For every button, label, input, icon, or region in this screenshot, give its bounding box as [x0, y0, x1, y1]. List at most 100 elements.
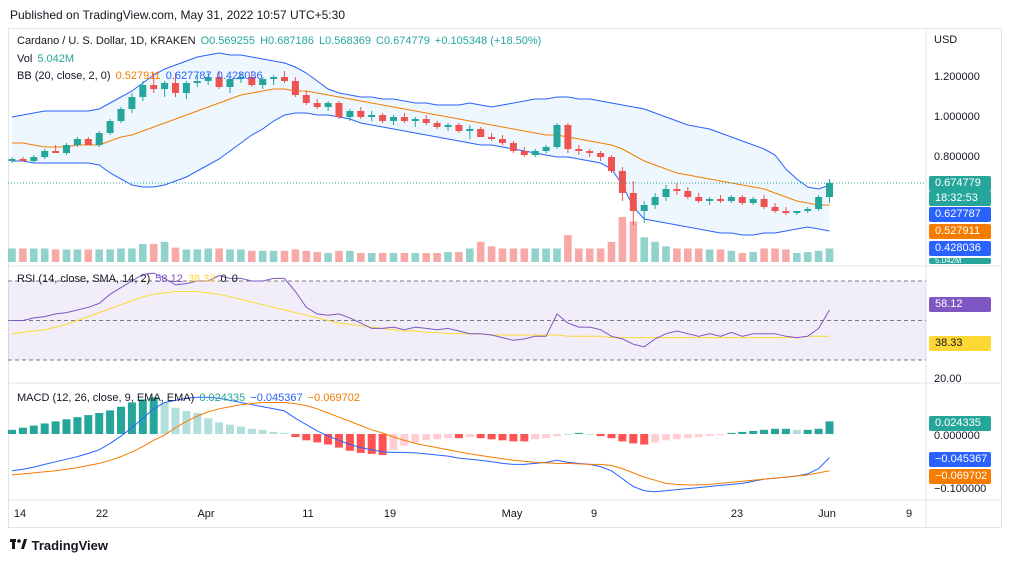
- volume-bar: [825, 248, 834, 262]
- candle-body: [19, 159, 27, 161]
- macd-histogram-bar: [193, 413, 202, 434]
- candle-body: [52, 151, 60, 153]
- volume-bar: [30, 248, 38, 262]
- macd-histogram-bar: [8, 429, 16, 434]
- candle-body: [509, 143, 517, 151]
- volume-bar: [498, 248, 507, 262]
- volume-bar: [596, 248, 605, 262]
- macd-histogram-bar: [727, 432, 736, 434]
- macd-histogram-bar: [95, 413, 104, 434]
- candle-body: [128, 97, 136, 109]
- candle-body: [172, 83, 179, 93]
- candle-body: [259, 79, 267, 85]
- candle-body: [815, 197, 823, 209]
- volume-bar: [248, 250, 256, 263]
- volume-bar: [509, 248, 518, 262]
- candle-body: [477, 129, 485, 137]
- rsi-label[interactable]: RSI (14, close, SMA, 14, 2): [17, 273, 151, 285]
- volume-bar: [727, 250, 736, 263]
- candle-body: [586, 151, 594, 153]
- macd-histogram-bar: [389, 434, 398, 450]
- candle-body: [73, 139, 81, 145]
- candle-body: [335, 103, 343, 117]
- macd-histogram-bar: [117, 406, 125, 434]
- time-tick: 19: [383, 508, 397, 520]
- tv-logo-text: TradingView: [31, 538, 108, 553]
- macd-histogram-bar: [160, 402, 169, 434]
- macd-histogram-bar: [498, 434, 507, 441]
- volume-bar: [237, 249, 245, 262]
- candle-body: [215, 77, 223, 87]
- macd-histogram-bar: [629, 434, 638, 444]
- macd-histogram-bar: [825, 421, 834, 434]
- macd-histogram-bar: [215, 422, 224, 434]
- candle-body: [161, 83, 169, 89]
- macd-histogram-bar: [51, 421, 60, 434]
- candle-body: [640, 205, 648, 211]
- candle-body: [237, 77, 245, 79]
- candle-body: [150, 85, 158, 89]
- volume-bar: [215, 248, 223, 262]
- macd-histogram-bar: [792, 429, 801, 434]
- candle-body: [618, 171, 626, 193]
- candle-body: [368, 115, 376, 117]
- candle-body: [226, 79, 234, 87]
- candle-body: [63, 145, 70, 153]
- macd-hist-badge: 0.024335: [929, 416, 991, 431]
- symbol-title[interactable]: Cardano / U. S. Dollar, 1D, KRAKEN: [17, 35, 196, 47]
- bb-label[interactable]: BB (20, close, 2, 0): [17, 70, 111, 82]
- volume-bar: [335, 250, 343, 263]
- volume-bar: [411, 253, 420, 262]
- macd-histogram-bar: [749, 430, 758, 434]
- candle-body: [346, 111, 354, 117]
- volume-bar: [531, 248, 539, 262]
- macd-histogram-bar: [760, 429, 769, 434]
- macd-histogram-bar: [444, 434, 452, 439]
- volume-bar: [444, 252, 452, 262]
- tradingview-logo[interactable]: TradingView: [10, 538, 108, 553]
- macd-histogram-bar: [672, 434, 681, 440]
- candle-body: [139, 85, 147, 97]
- bb-basis-line: [12, 88, 830, 206]
- macd-tick: −0.100000: [934, 483, 987, 495]
- macd-histogram-bar: [247, 428, 256, 435]
- time-tick: 11: [302, 508, 314, 520]
- volume-bar: [269, 250, 278, 263]
- candle-body: [193, 81, 201, 83]
- currency-label[interactable]: USD: [934, 34, 958, 46]
- volume-label[interactable]: Vol: [17, 53, 33, 65]
- candle-body: [466, 129, 474, 131]
- volume-bar: [160, 241, 169, 263]
- bb-lower-value: 0.428036: [216, 70, 263, 82]
- candle-body: [673, 189, 681, 191]
- macd-label[interactable]: MACD (12, 26, close, 9, EMA, EMA): [17, 392, 195, 404]
- macd-tick: 0.000000: [934, 430, 980, 442]
- price-tick: 1.200000: [934, 71, 980, 83]
- bb-upper-badge: 0.627787: [929, 207, 991, 222]
- volume-bar: [760, 248, 768, 262]
- macd-histogram-bar: [226, 424, 234, 434]
- macd-histogram-bar: [487, 434, 496, 440]
- candle-body: [313, 103, 321, 107]
- macd-histogram-bar: [738, 431, 747, 434]
- macd-histogram-bar: [302, 434, 311, 441]
- macd-histogram-bar: [596, 434, 605, 437]
- volume-bar: [291, 249, 300, 262]
- volume-bar: [433, 253, 441, 262]
- macd-histogram-bar: [803, 429, 812, 434]
- macd-histogram-bar: [313, 434, 322, 443]
- volume-bar: [367, 253, 376, 262]
- candle-body: [520, 151, 528, 155]
- volume-bar: [553, 248, 561, 262]
- volume-bar: [575, 248, 583, 262]
- volume-bar: [139, 244, 147, 262]
- volume-bar: [51, 249, 60, 262]
- candle-body: [499, 139, 506, 143]
- candle-body: [422, 119, 430, 123]
- macd-histogram-bar: [171, 407, 180, 435]
- volume-bar: [618, 217, 627, 262]
- candle-body: [390, 117, 397, 121]
- volume-bar: [302, 250, 311, 263]
- volume-badge: 5.042M: [929, 258, 991, 264]
